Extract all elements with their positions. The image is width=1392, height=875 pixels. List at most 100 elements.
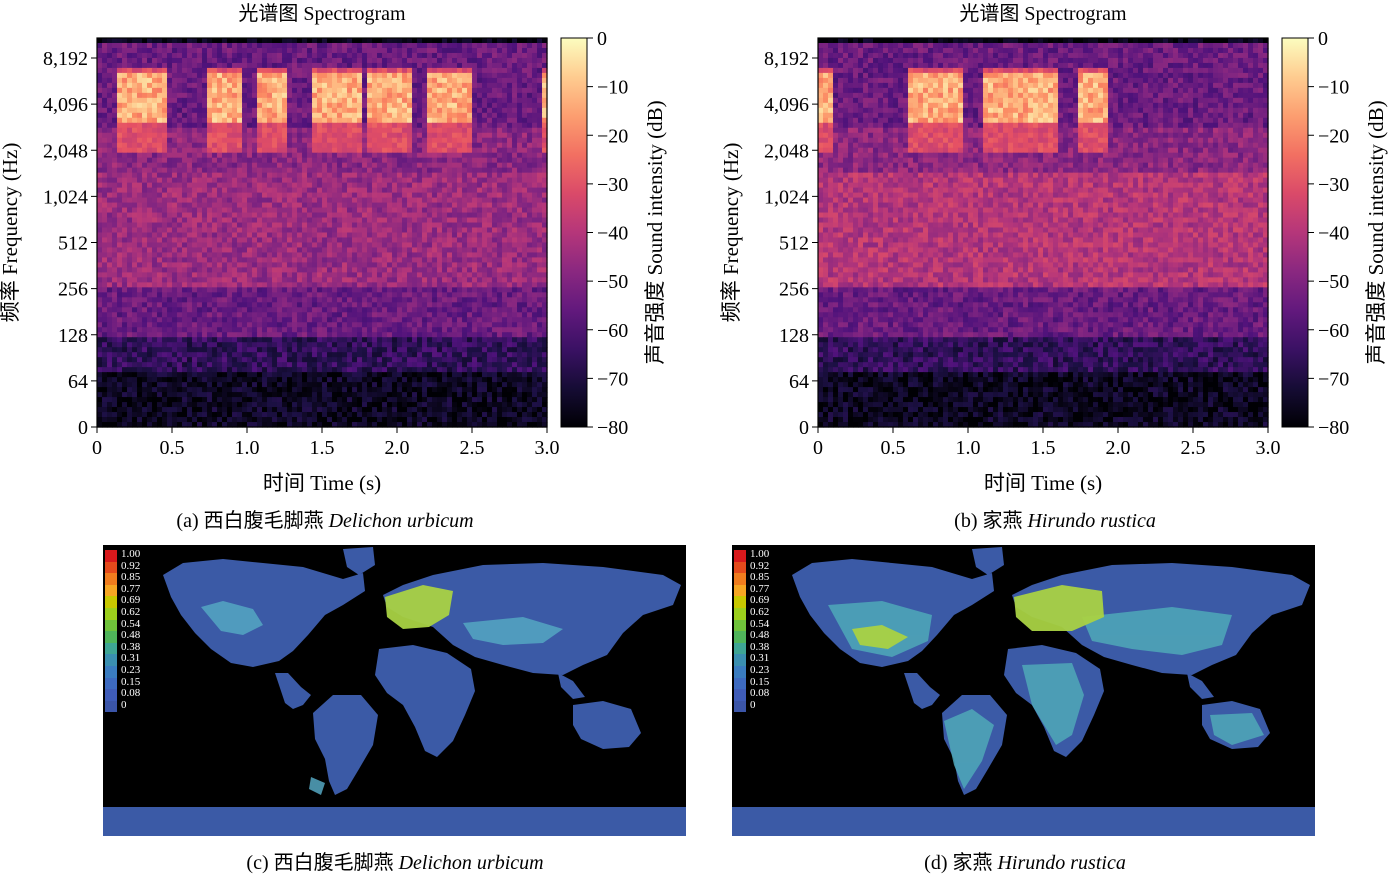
heatmap-cell (252, 197, 258, 204)
heatmap-cell (172, 87, 178, 94)
heatmap-cell (277, 227, 283, 234)
heatmap-cell (192, 47, 198, 54)
heatmap-cell (542, 162, 548, 169)
heatmap-cell (422, 117, 428, 124)
heatmap-cell (147, 122, 153, 129)
heatmap-cell (102, 272, 108, 278)
heatmap-cell (132, 127, 138, 134)
heatmap-cell (522, 72, 528, 79)
heatmap-cell (402, 282, 408, 288)
heatmap-cell (122, 267, 128, 273)
heatmap-cell (452, 77, 458, 84)
heatmap-cell (417, 287, 423, 293)
heatmap-cell (137, 107, 143, 114)
heatmap-cell (97, 117, 103, 124)
heatmap-cell (442, 162, 448, 169)
heatmap-cell (407, 167, 413, 174)
heatmap-cell (287, 287, 293, 293)
heatmap-cell (197, 212, 203, 219)
heatmap-cell (132, 232, 138, 239)
heatmap-cell (522, 242, 528, 249)
heatmap-cell (247, 77, 253, 84)
heatmap-cell (272, 117, 278, 124)
heatmap-cell (292, 242, 298, 249)
heatmap-cell (232, 257, 238, 264)
heatmap-cell (507, 38, 513, 44)
heatmap-cell (242, 142, 248, 149)
heatmap-cell (182, 187, 188, 194)
heatmap-cell (167, 157, 173, 164)
heatmap-cell (107, 107, 113, 114)
heatmap-cell (477, 212, 483, 219)
heatmap-cell (362, 97, 368, 104)
heatmap-cell (522, 197, 528, 204)
heatmap-cell (377, 242, 383, 249)
heatmap-cell (347, 197, 353, 204)
heatmap-cell (222, 107, 228, 114)
heatmap-cell (292, 197, 298, 204)
heatmap-cell (182, 237, 188, 244)
heatmap-cell (267, 202, 273, 209)
heatmap-cell (392, 247, 398, 254)
heatmap-cell (507, 232, 513, 239)
heatmap-cell (462, 72, 468, 79)
heatmap-cell (297, 262, 303, 269)
heatmap-cell (432, 192, 438, 199)
heatmap-cell (522, 212, 528, 219)
heatmap-cell (397, 197, 403, 204)
heatmap-cell (497, 162, 503, 169)
heatmap-cell (542, 157, 548, 164)
heatmap-cell (367, 172, 373, 179)
heatmap-cell (142, 192, 148, 199)
heatmap-cell (152, 182, 158, 189)
heatmap-cell (447, 47, 453, 54)
heatmap-cell (212, 42, 218, 49)
heatmap-cell (322, 272, 328, 278)
heatmap-cell (352, 72, 358, 79)
heatmap-cell (142, 272, 148, 278)
heatmap-cell (177, 227, 183, 234)
heatmap-cell (357, 117, 363, 124)
heatmap-cell (342, 97, 348, 104)
heatmap-cell (357, 132, 363, 139)
heatmap-cell (227, 152, 233, 159)
heatmap-cell (352, 287, 358, 293)
heatmap-cell (462, 177, 468, 184)
heatmap-cell (147, 162, 153, 169)
heatmap-cell (442, 187, 448, 194)
heatmap-cell (457, 252, 463, 259)
heatmap-cell (372, 117, 378, 124)
heatmap-cell (122, 82, 128, 89)
heatmap-cell (247, 262, 253, 269)
heatmap-cell (307, 87, 313, 94)
heatmap-cell (242, 217, 248, 224)
heatmap-cell (497, 167, 503, 174)
heatmap-cell (272, 307, 278, 313)
heatmap-cell (222, 177, 228, 184)
heatmap-cell (157, 52, 163, 59)
heatmap-cell (177, 82, 183, 89)
heatmap-cell (262, 167, 268, 174)
heatmap-cell (242, 227, 248, 234)
heatmap-cell (442, 277, 448, 283)
heatmap-cell (147, 152, 153, 159)
heatmap-cell (167, 262, 173, 269)
heatmap-cell (432, 42, 438, 49)
heatmap-cell (277, 127, 283, 134)
heatmap-cell (167, 217, 173, 224)
heatmap-cell (342, 162, 348, 169)
heatmap-cell (377, 207, 383, 214)
heatmap-cell (267, 152, 273, 159)
heatmap-cell (417, 272, 423, 278)
heatmap-cell (347, 102, 353, 109)
heatmap-cell (312, 312, 318, 318)
heatmap-cell (202, 147, 208, 154)
heatmap-cell (307, 127, 313, 134)
heatmap-cell (422, 72, 428, 79)
heatmap-cell (332, 297, 338, 303)
heatmap-cell (212, 72, 218, 79)
heatmap-cell (442, 267, 448, 273)
heatmap-cell (397, 177, 403, 184)
heatmap-cell (202, 277, 208, 283)
heatmap-cell (397, 217, 403, 224)
